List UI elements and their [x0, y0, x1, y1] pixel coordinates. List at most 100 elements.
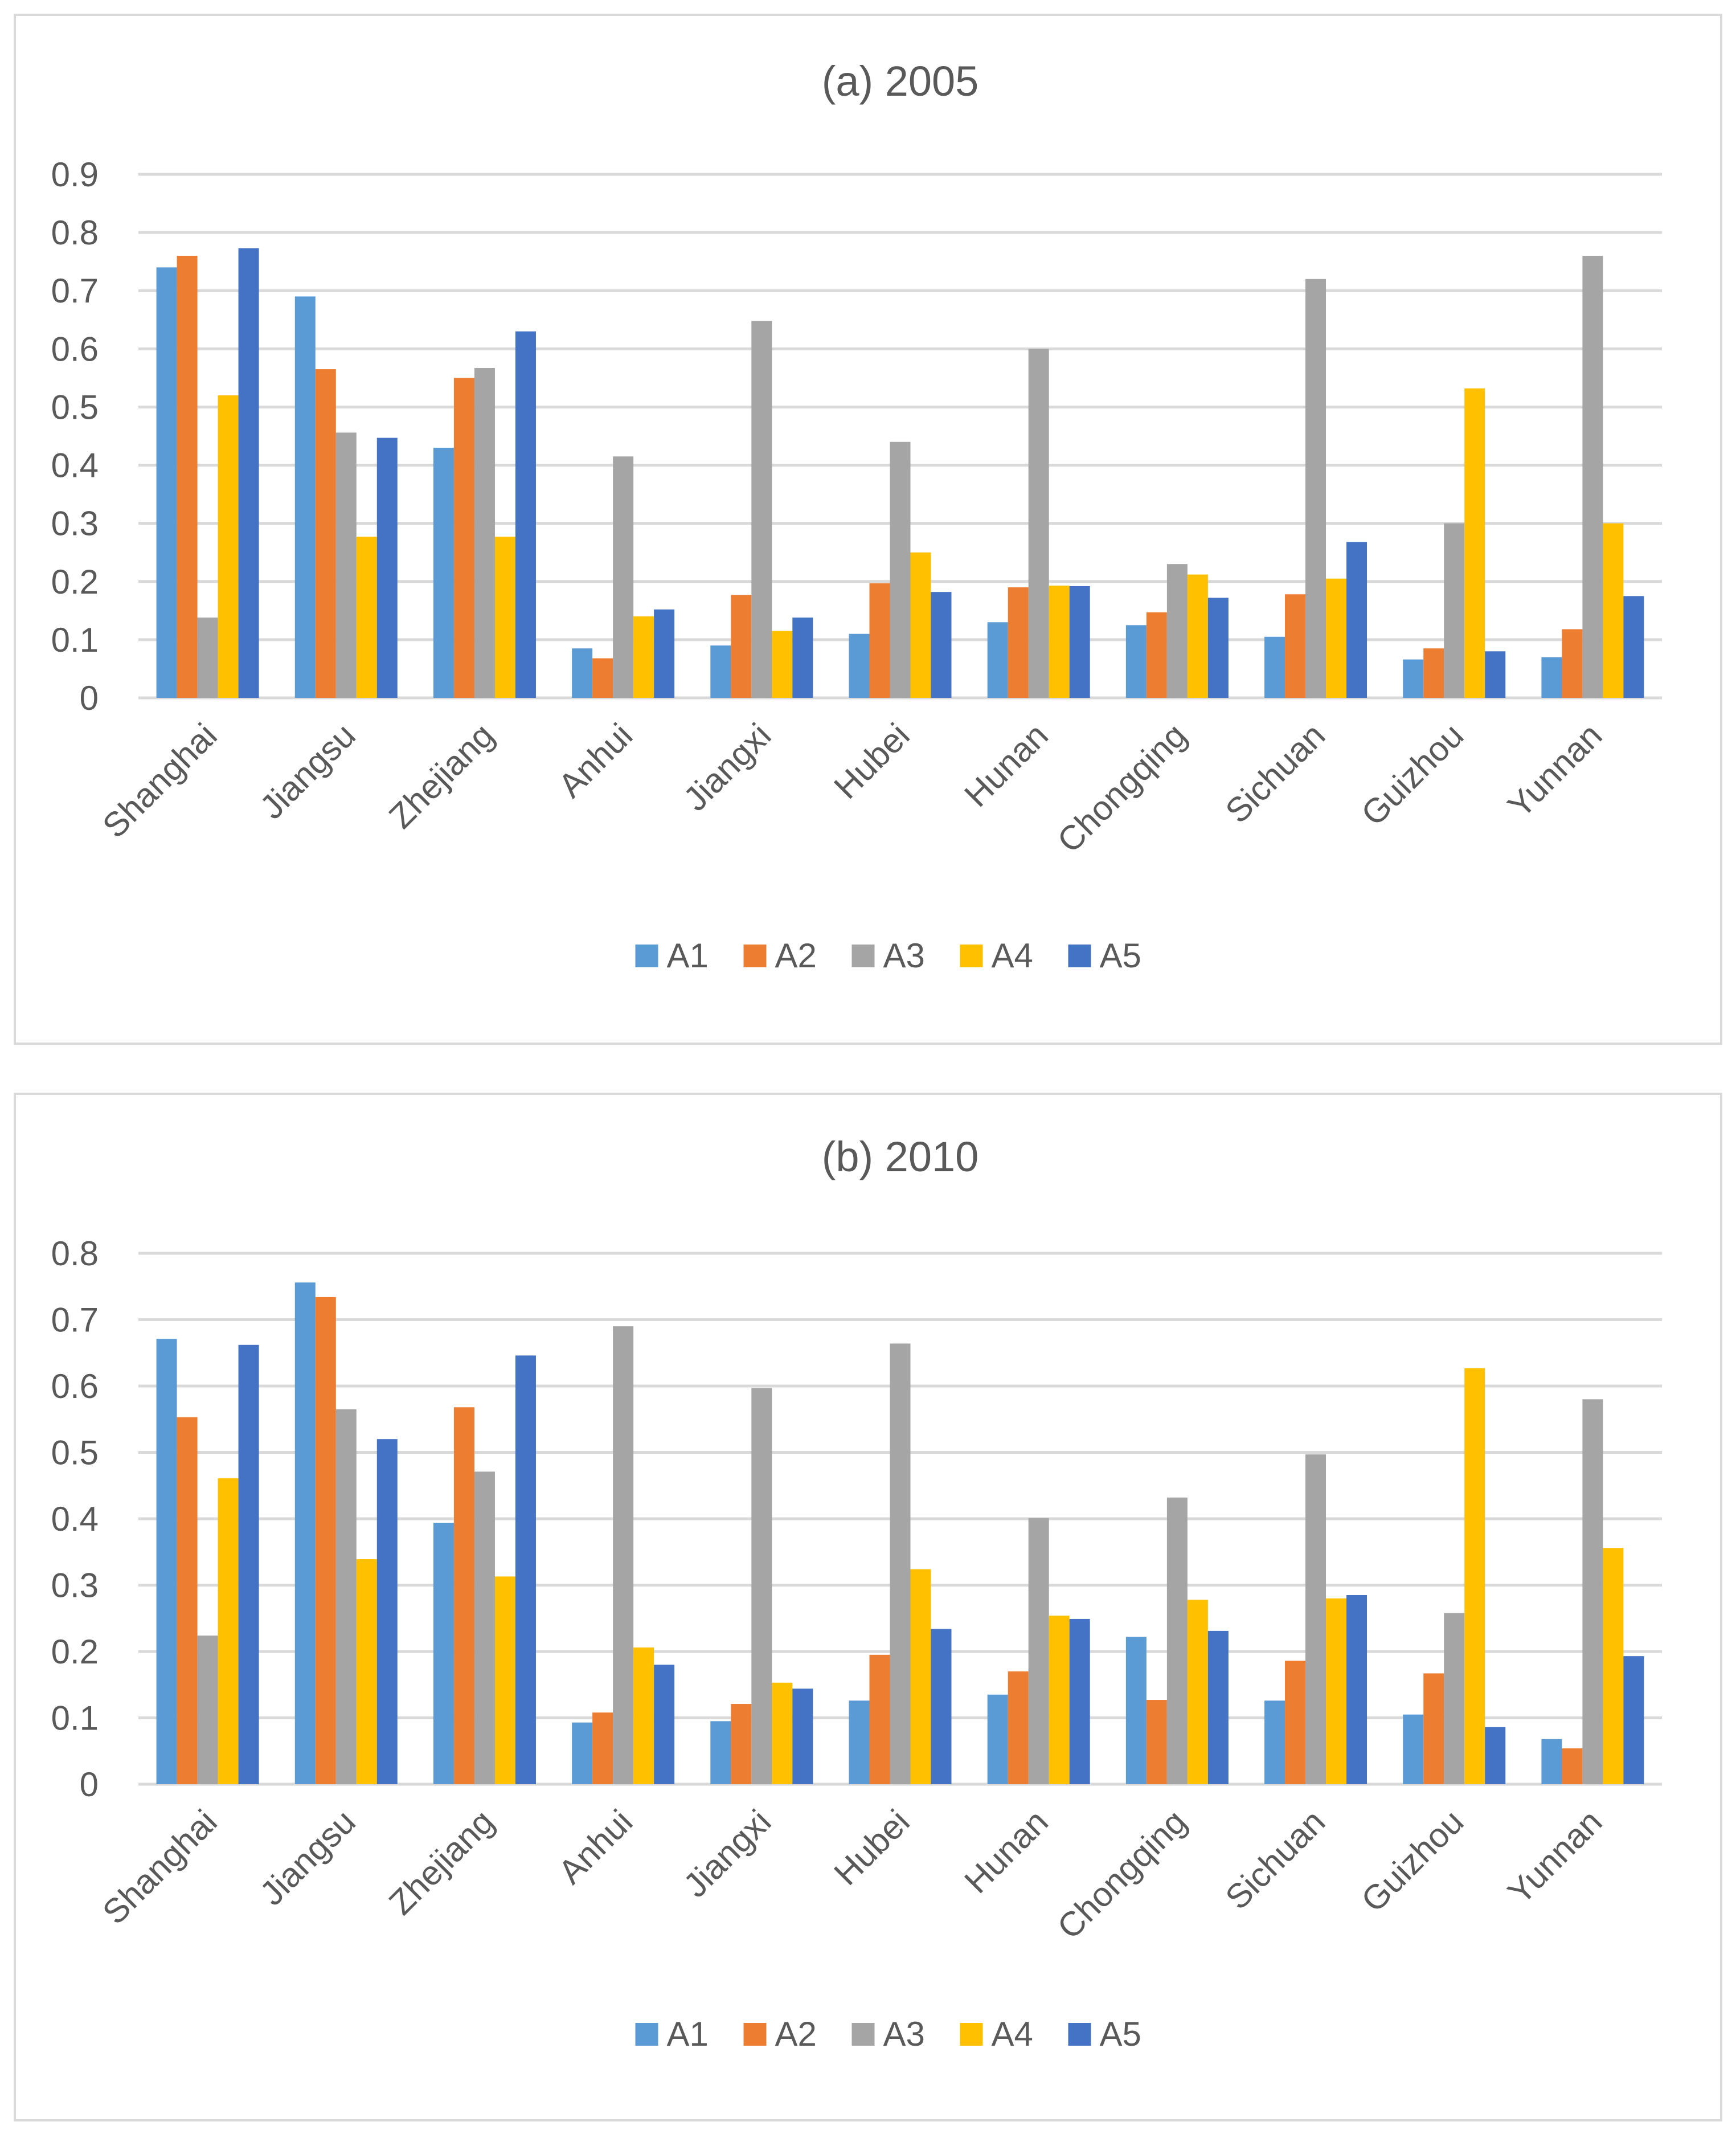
- bar-a3-shanghai: [197, 618, 218, 698]
- legend-swatch-a2: [743, 2023, 767, 2046]
- bar-a2-yunnan: [1562, 629, 1583, 698]
- bar-a4-yunnan: [1603, 1548, 1624, 1784]
- legend-label-a3: A3: [883, 937, 925, 975]
- bar-a3-hubei: [890, 1343, 911, 1784]
- x-tick-label: Chongqing: [1050, 1802, 1194, 1947]
- bar-a1-yunnan: [1541, 657, 1562, 698]
- y-tick-label: 0.3: [51, 505, 99, 543]
- bar-a5-hubei: [931, 1629, 952, 1784]
- bar-a1-yunnan: [1541, 1739, 1562, 1784]
- bar-a2-chongqing: [1146, 1700, 1167, 1784]
- bar-a4-guizhou: [1464, 388, 1485, 698]
- x-tick-label: Hubei: [826, 1802, 916, 1892]
- bar-a1-guizhou: [1403, 659, 1424, 698]
- bar-a3-yunnan: [1582, 255, 1603, 698]
- bar-a2-shanghai: [177, 1417, 198, 1784]
- bar-a2-jiangsu: [315, 1297, 336, 1784]
- y-tick-label: 0.3: [51, 1567, 99, 1605]
- y-tick-label: 0.1: [51, 621, 99, 659]
- bar-a2-hunan: [1008, 1671, 1029, 1784]
- legend-label-a4: A4: [992, 937, 1033, 975]
- bar-a5-hunan: [1069, 1618, 1090, 1784]
- bar-a2-zhejiang: [453, 1407, 474, 1784]
- legend-swatch-a1: [635, 2023, 658, 2046]
- y-tick-label: 0: [80, 679, 99, 717]
- bar-a3-sichuan: [1305, 1454, 1326, 1784]
- bar-a5-jiangsu: [376, 1439, 398, 1784]
- bar-a2-guizhou: [1423, 1673, 1444, 1784]
- bar-a4-jiangxi: [772, 1682, 793, 1784]
- bar-a2-jiangxi: [731, 595, 752, 698]
- x-tick-label: Jiangxi: [676, 716, 778, 818]
- bar-a4-guizhou: [1464, 1368, 1485, 1784]
- bar-a2-hunan: [1008, 587, 1029, 698]
- x-tick-label: Chongqing: [1050, 716, 1194, 860]
- bar-a3-jiangxi: [751, 1388, 772, 1784]
- bar-a4-yunnan: [1603, 523, 1624, 698]
- legend-label-a1: A1: [667, 2015, 709, 2053]
- bar-a3-jiangsu: [335, 1409, 357, 1784]
- x-tick-label: Yunnan: [1500, 1802, 1609, 1911]
- chart-panel-2010: (b) 2010 0 0.1 0.2 0.3 0.4 0.5 0.6 0.7 0.8 Shangha…: [14, 1093, 1722, 2121]
- bar-a3-hunan: [1028, 1518, 1049, 1784]
- legend-label-a3: A3: [883, 2015, 925, 2053]
- bar-a1-hubei: [849, 1700, 870, 1784]
- y-tick-label: 0.4: [51, 447, 99, 485]
- bar-a4-hubei: [910, 552, 931, 698]
- x-tick-label: Guizhou: [1354, 1802, 1471, 1919]
- x-tick-label: Jiangsu: [252, 1802, 363, 1913]
- bar-a1-anhui: [572, 648, 593, 698]
- bar-chart-2010: (b) 2010 0 0.1 0.2 0.3 0.4 0.5 0.6 0.7 0.8 Shangha…: [51, 1133, 1662, 2053]
- legend-label-a2: A2: [775, 937, 817, 975]
- bar-a4-shanghai: [218, 395, 239, 698]
- bar-a4-chongqing: [1187, 574, 1208, 698]
- bar-a3-sichuan: [1305, 279, 1326, 698]
- bar-a3-yunnan: [1582, 1399, 1603, 1784]
- bar-a1-jiangxi: [710, 1721, 731, 1784]
- bar-a4-sichuan: [1326, 1598, 1347, 1784]
- bar-a1-jiangsu: [294, 296, 316, 698]
- bar-a5-anhui: [654, 609, 675, 698]
- bar-a1-zhejiang: [433, 447, 454, 698]
- y-tick-label: 0.7: [51, 1301, 99, 1339]
- bar-a5-sichuan: [1346, 542, 1367, 698]
- bar-a1-anhui: [572, 1722, 593, 1784]
- bar-a1-hunan: [987, 1694, 1008, 1784]
- bar-a3-chongqing: [1166, 564, 1188, 698]
- bar-a5-guizhou: [1485, 651, 1506, 698]
- bar-a3-anhui: [613, 1326, 634, 1784]
- bar-a4-zhejiang: [494, 537, 515, 698]
- bar-a5-zhejiang: [515, 331, 536, 698]
- bar-a1-chongqing: [1125, 1637, 1147, 1784]
- legend-swatch-a5: [1068, 945, 1091, 967]
- x-tick-label: Hunan: [957, 1802, 1055, 1900]
- y-tick-label: 0.4: [51, 1500, 99, 1538]
- bar-a2-hubei: [869, 583, 890, 698]
- x-tick-label: Sichuan: [1218, 716, 1333, 831]
- bar-a5-jiangxi: [792, 618, 813, 698]
- bar-a5-yunnan: [1623, 1656, 1644, 1784]
- bar-a5-zhejiang: [515, 1355, 536, 1784]
- y-tick-label: 0.8: [51, 1234, 99, 1273]
- bar-a4-hubei: [910, 1569, 931, 1784]
- y-tick-label: 0: [80, 1765, 99, 1804]
- y-tick-label: 0.2: [51, 1633, 99, 1671]
- bar-a3-jiangxi: [751, 321, 772, 698]
- legend-swatch-a3: [851, 945, 875, 967]
- bar-a4-chongqing: [1187, 1600, 1208, 1784]
- bar-a1-shanghai: [156, 1339, 177, 1784]
- x-tick-label: Jiangsu: [252, 716, 363, 827]
- x-tick-label: Anhui: [551, 716, 640, 805]
- x-tick-label: Jiangxi: [676, 1802, 778, 1904]
- y-tick-label: 0.6: [51, 1367, 99, 1405]
- x-tick-label: Anhui: [551, 1802, 640, 1891]
- chart-title: (b) 2010: [822, 1133, 979, 1180]
- bar-a4-jiangxi: [772, 631, 793, 698]
- x-tick-label: Hubei: [826, 716, 916, 806]
- legend-label-a2: A2: [775, 2015, 817, 2053]
- bar-a4-sichuan: [1326, 578, 1347, 698]
- y-tick-label: 0.1: [51, 1699, 99, 1738]
- bar-a3-guizhou: [1444, 523, 1465, 698]
- bar-a4-jiangsu: [356, 537, 377, 698]
- legend-label-a5: A5: [1100, 937, 1141, 975]
